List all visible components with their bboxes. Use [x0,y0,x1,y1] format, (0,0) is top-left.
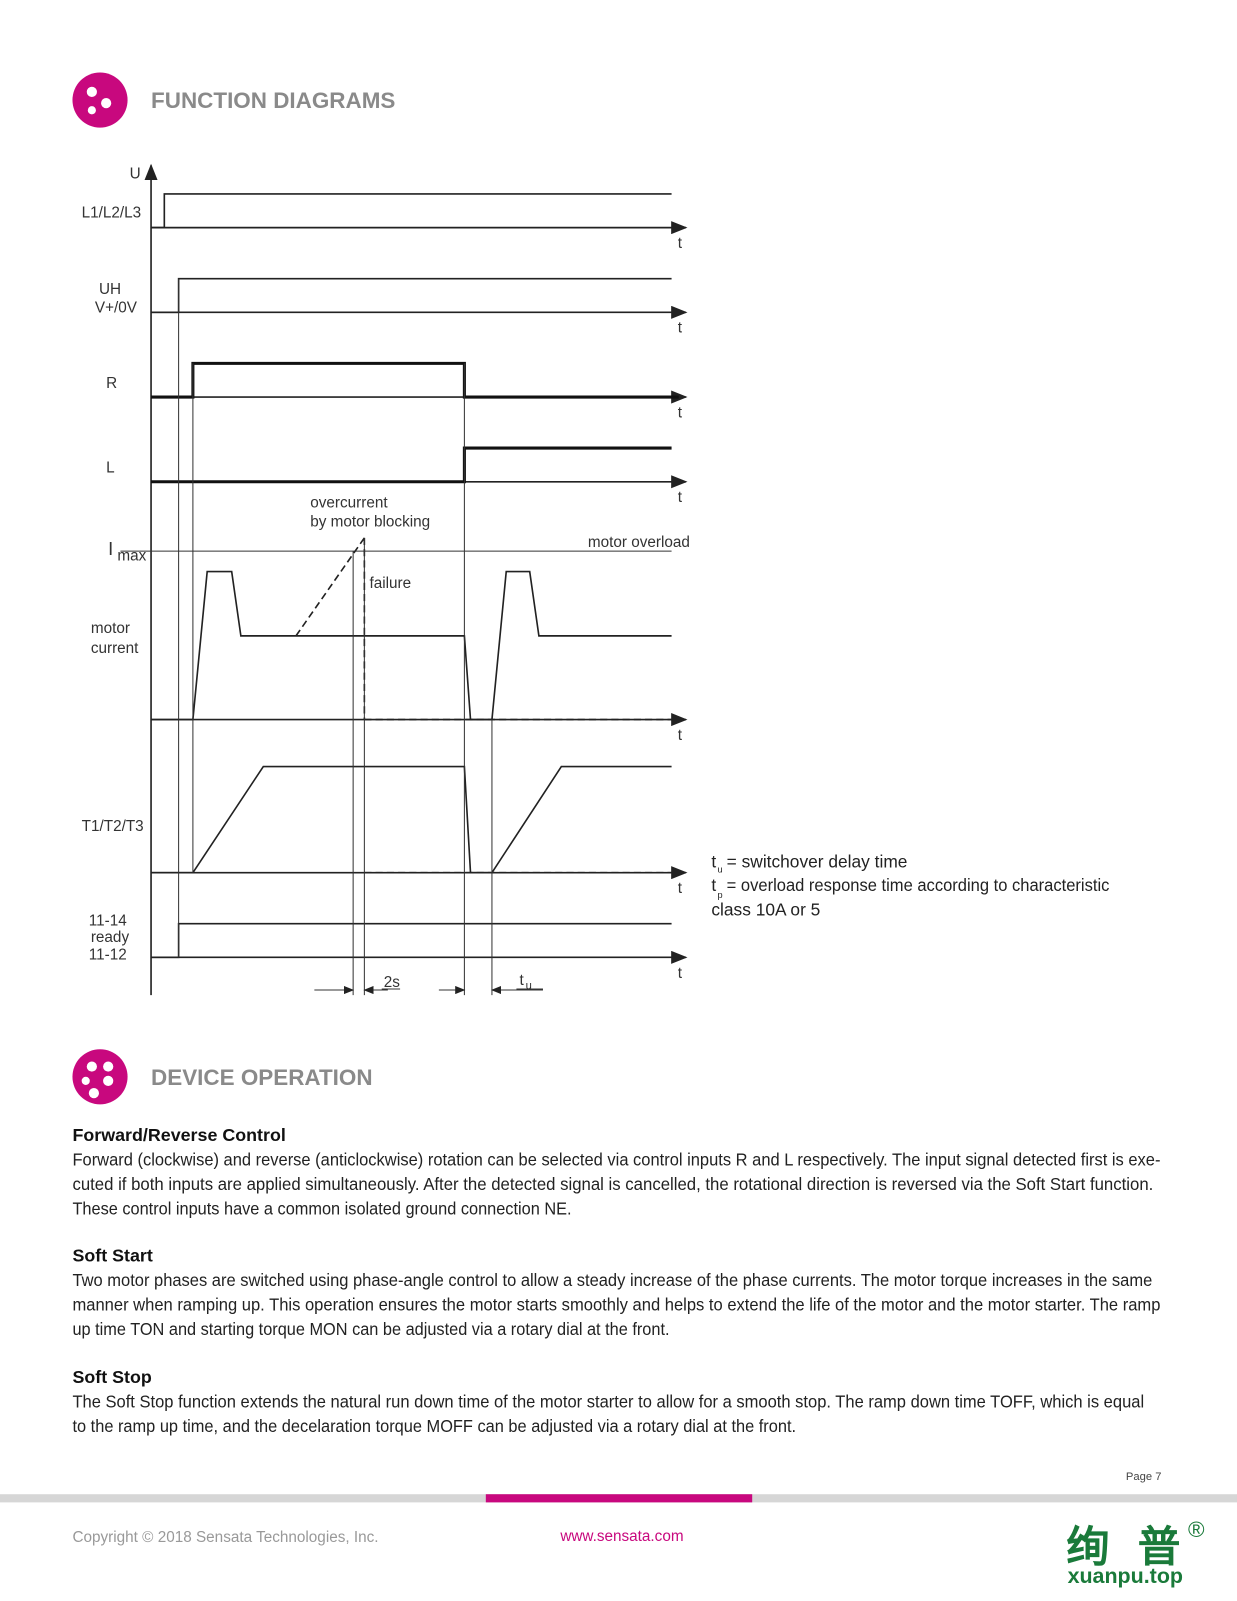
copyright: Copyright © 2018 Sensata Technologies, I… [72,1529,378,1546]
signal-label: current [91,640,139,657]
signal-label: T1/T2/T3 [82,818,144,835]
signal-label: L1/L2/L3 [82,204,142,221]
time-label: t [678,489,683,506]
annotation: motor overload [588,534,690,551]
paragraph-line: to the ramp up time, and the decelaratio… [72,1416,796,1436]
signal-label: UH [99,281,121,298]
section-icon [72,1049,128,1105]
annotation: overcurrent [310,494,388,511]
time-label: t [678,880,683,897]
paragraph-line: up time TON and starting torque MON can … [72,1319,669,1339]
section-title: FUNCTION DIAGRAMS [151,88,395,113]
footer-accent [485,1494,753,1503]
legend-text: class 10A or 5 [711,900,820,920]
annotation: t [519,972,524,989]
paragraph-line: cuted if both inputs are applied simulta… [72,1174,1153,1194]
legend-symbol: t [711,852,716,872]
signal-label: V+/0V [95,299,138,316]
watermark-url: xuanpu.top [1068,1564,1183,1588]
paragraph-line: These control inputs have a common isola… [72,1199,571,1219]
legend-subscript: u [718,865,723,875]
time-label: t [678,235,683,252]
watermark-mark: ® [1188,1517,1205,1542]
time-label: t [678,320,683,337]
legend-subscript: p [718,890,723,900]
annotation: failure [369,575,411,592]
paragraph-heading: Soft Stop [72,1367,151,1387]
signal-label: motor [91,620,130,637]
paragraph-line: The Soft Stop function extends the natur… [72,1391,1144,1411]
paragraph-heading: Forward/Reverse Control [72,1125,285,1145]
watermark: 绚 普 [1067,1524,1189,1572]
signal-label: 11-12 [89,946,127,963]
annotation: by motor blocking [310,514,430,531]
paragraph-line: Two motor phases are switched using phas… [72,1270,1152,1290]
paragraph-line: manner when ramping up. This operation e… [72,1295,1160,1315]
axis-label: U [130,166,141,183]
signal-label: L [106,460,115,477]
paragraph-line: Forward (clockwise) and reverse (anticlo… [72,1150,1160,1170]
time-label: t [678,965,683,982]
annotation: u [526,980,532,992]
signal-label: R [106,375,117,392]
section-title: DEVICE OPERATION [151,1065,372,1090]
time-label: t [678,727,683,744]
legend-text: = switchover delay time [727,852,908,872]
section-icon [72,72,128,128]
time-label: t [678,404,683,421]
signal-label: max [117,547,146,564]
legend-text: = overload response time according to ch… [727,875,1110,895]
paragraph-heading: Soft Start [72,1246,152,1266]
timing-diagram [120,163,688,996]
signal-label: I [108,538,113,559]
legend-symbol: t [711,875,716,895]
signal-label: ready [91,929,130,946]
website: www.sensata.com [559,1528,683,1545]
annotation: 2s [384,974,401,991]
page-number: Page 7 [1126,1471,1162,1483]
signal-label: 11-14 [89,913,127,930]
